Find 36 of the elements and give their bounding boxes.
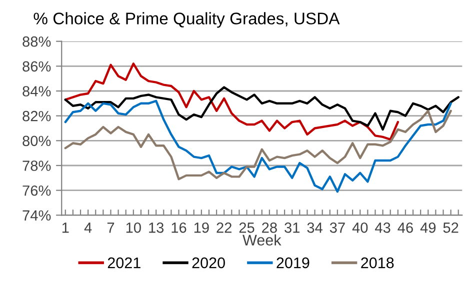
x-tick-label: 22 (216, 222, 232, 233)
chart-title: % Choice & Prime Quality Grades, USDA (34, 12, 340, 28)
x-tick-label: 4 (84, 222, 92, 233)
x-tick-label: 40 (352, 222, 368, 233)
y-tick-label: 84% (22, 86, 51, 96)
x-tick-label: 19 (194, 222, 209, 233)
line-series (64, 62, 400, 141)
legend-label: 2020 (192, 257, 225, 268)
x-tick-label: 34 (307, 222, 322, 233)
legend-label: 2018 (361, 257, 394, 268)
x-tick-label: 49 (420, 222, 436, 233)
y-tick-label: 76% (22, 185, 51, 196)
legend-label: 2021 (108, 257, 140, 268)
line-series (64, 100, 452, 193)
x-tick-label: 37 (330, 222, 345, 233)
x-tick-label: 1 (62, 222, 69, 233)
x-tick-label: 10 (126, 222, 141, 233)
line-series (64, 86, 460, 131)
x-tick-label: 46 (398, 222, 413, 233)
y-tick-label: 86% (22, 61, 51, 72)
x-tick-label: 31 (284, 222, 300, 233)
line-series (64, 110, 452, 180)
x-axis-title: Week (242, 234, 282, 246)
x-tick-label: 16 (172, 222, 186, 233)
x-tick-label: 7 (107, 222, 114, 233)
y-tick-label: 82% (22, 110, 51, 122)
y-tick-label: 78% (22, 160, 51, 171)
x-tick-label: 52 (443, 222, 458, 233)
x-tick-label: 25 (239, 222, 254, 233)
legend-label: 2019 (276, 257, 310, 268)
x-tick-label: 13 (149, 222, 164, 233)
y-tick-label: 80% (22, 136, 51, 146)
x-tick-label: 43 (375, 222, 390, 233)
y-tick-label: 88% (22, 36, 51, 47)
x-tick-label: 28 (262, 222, 277, 233)
y-tick-label: 74% (22, 210, 51, 221)
